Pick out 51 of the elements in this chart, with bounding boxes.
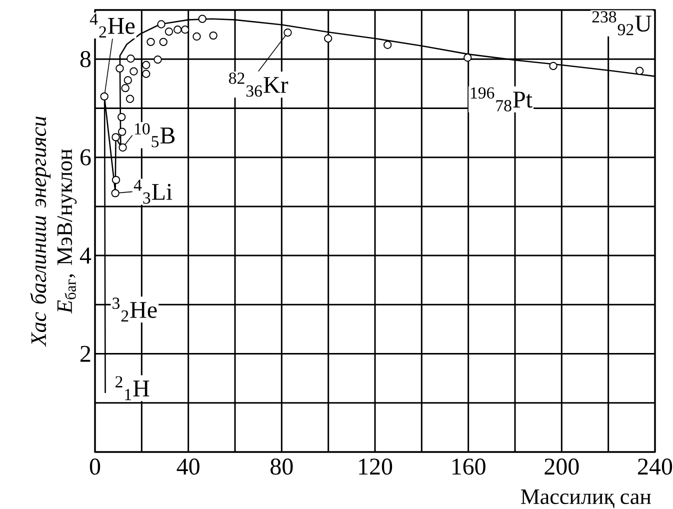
annotation: 2$_{1}$H (116, 376, 150, 400)
point (118, 128, 126, 136)
x-tick-label: 80 (270, 458, 293, 475)
point (209, 31, 218, 40)
x-axis-title: Массилиқ сан (520, 490, 651, 508)
point (111, 189, 120, 198)
annotation: 10$_{5}$B (135, 123, 175, 148)
point (464, 54, 472, 62)
point (324, 34, 332, 43)
point (121, 84, 130, 92)
point (142, 60, 150, 70)
annotation: 4$_{2}$He (90, 14, 135, 38)
point (157, 20, 166, 28)
point (164, 28, 174, 36)
point (100, 92, 108, 101)
point (154, 56, 162, 64)
annotation: 196$_{78}$Pt (470, 87, 532, 112)
point (142, 70, 150, 78)
point (130, 67, 138, 76)
x-tick-label: 160 (452, 458, 486, 475)
x-tick-label: 240 (638, 458, 672, 475)
y-tick-label: 4 (80, 248, 92, 264)
point (146, 38, 155, 46)
x-tick-label: 120 (359, 458, 392, 475)
point (549, 62, 558, 70)
point (118, 143, 127, 152)
point (174, 26, 182, 34)
point (116, 64, 124, 73)
point (124, 76, 132, 84)
y-tick-label: 2 (80, 346, 90, 362)
point (383, 40, 392, 49)
point (284, 28, 292, 37)
y-tick-label: 6 (80, 149, 91, 166)
annotation: 82$_{36}$Kr (229, 72, 288, 97)
point (180, 26, 190, 34)
y-tick-label: 8 (80, 51, 91, 68)
point (118, 112, 126, 122)
point (112, 176, 120, 184)
annotation: 238$_{92}$U (592, 11, 652, 36)
x-tick-label: 200 (544, 458, 579, 475)
point (126, 54, 135, 63)
point (126, 94, 134, 103)
point (112, 133, 120, 142)
point (198, 14, 206, 23)
point (192, 32, 201, 41)
point (635, 66, 644, 75)
point (159, 38, 168, 46)
annotation: 4$_{3}$Li (134, 180, 172, 204)
x-tick-label: 0 (90, 458, 100, 475)
x-tick-label: 40 (176, 458, 200, 475)
annotation: 3$_{2}$He (112, 298, 157, 322)
